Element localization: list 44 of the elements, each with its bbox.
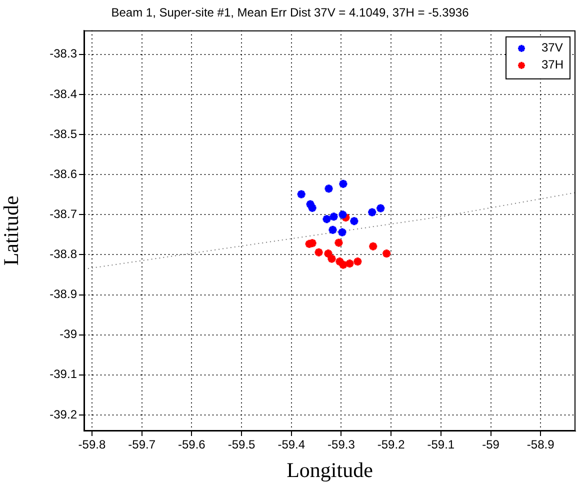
x-tick-label: -59.6 — [178, 438, 206, 452]
point — [338, 178, 348, 190]
x-tick-label: -59.1 — [427, 438, 455, 452]
point — [375, 203, 386, 214]
point — [314, 247, 324, 258]
point — [338, 260, 348, 270]
x-tick-label: -59 — [482, 438, 500, 452]
legend-label: 37H — [542, 58, 564, 72]
point — [336, 227, 348, 238]
y-tick-label: -39.2 — [50, 407, 78, 422]
x-tick-label: -59.2 — [377, 438, 406, 452]
x-tick-label: -59.4 — [278, 438, 306, 452]
x-tick-label: -59.5 — [228, 438, 256, 452]
y-tick-label: -38.6 — [50, 166, 78, 181]
y-tick-label: -39.1 — [50, 367, 78, 382]
point — [352, 256, 363, 267]
y-axis-title: Latitude — [0, 196, 24, 266]
x-tick-label: -59.3 — [328, 438, 356, 452]
chart-title: Beam 1, Super-site #1, Mean Err Dist 37V = 4.1049, 37H = -5.3936 — [111, 6, 470, 20]
point — [337, 209, 348, 220]
point — [366, 207, 378, 218]
point — [333, 237, 344, 248]
point — [328, 211, 339, 222]
y-tick-label: -38.4 — [50, 86, 78, 101]
y-tick-label: -39 — [60, 327, 78, 342]
y-tick-label: -38.5 — [50, 126, 78, 141]
x-tick-label: -59.8 — [78, 438, 106, 452]
y-tick-label: -38.7 — [50, 206, 78, 221]
point — [307, 202, 318, 214]
point — [324, 183, 334, 194]
y-tick-label: -38.3 — [50, 46, 78, 61]
point — [381, 248, 392, 259]
x-tick-label: -58.9 — [526, 438, 555, 452]
y-tick-label: -38.9 — [50, 287, 78, 302]
y-tick-label: -38.8 — [50, 247, 78, 262]
x-axis-title: Longitude — [286, 458, 373, 482]
point — [322, 214, 332, 224]
point — [368, 241, 378, 252]
legend-label: 37V — [542, 40, 563, 55]
point — [296, 188, 307, 200]
point — [327, 224, 338, 236]
x-tick-label: -59.7 — [128, 438, 156, 452]
point — [334, 256, 345, 267]
point — [348, 216, 360, 226]
